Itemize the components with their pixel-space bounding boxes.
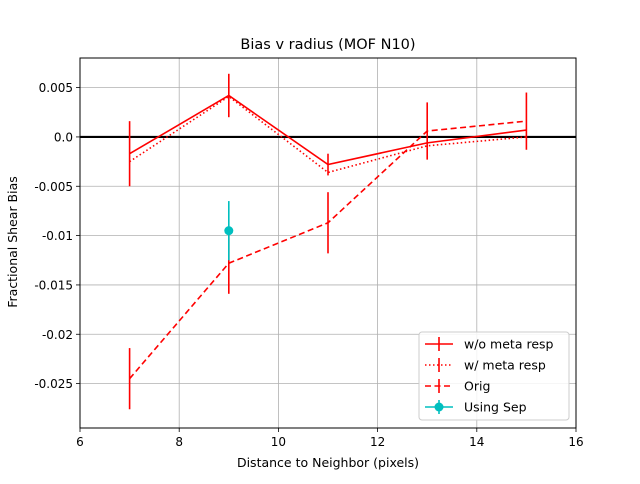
y-tick-label: -0.005 [34, 180, 73, 194]
legend-entry: w/o meta resp [425, 337, 554, 352]
plot-area-frame [79, 57, 577, 429]
axis-ticks: 6 8 10 12 14 16 0.005 0.0 -0.005 -0.01 -0.015 -0.02… [34, 81, 583, 449]
y-tick-label: 0.0 [54, 130, 73, 144]
legend-box [418, 331, 570, 421]
legend-entry: w/ meta resp [425, 358, 546, 373]
series-layer [128, 73, 528, 410]
y-tick-label: -0.01 [42, 229, 73, 243]
x-tick-label: 16 [568, 435, 583, 449]
data-point [224, 226, 234, 236]
y-tick-label: -0.02 [42, 328, 73, 342]
y-tick-label: 0.005 [39, 81, 73, 95]
legend-label: Using Sep [464, 400, 527, 415]
series-w-o-meta-resp [128, 73, 527, 187]
legend-marker-swatch [434, 402, 444, 412]
x-tick-label: 14 [469, 435, 484, 449]
legend-label: Orig [464, 379, 490, 394]
x-tick-label: 6 [76, 435, 84, 449]
x-tick-label: 12 [370, 435, 385, 449]
legend-label: w/o meta resp [464, 337, 554, 352]
series-orig [128, 92, 528, 410]
x-axis-label: Distance to Neighbor (pixels) [237, 455, 419, 470]
legend-entry: Orig [425, 379, 490, 394]
x-tick-label: 8 [175, 435, 183, 449]
series-using-sep [224, 201, 234, 261]
chart-title: Bias v radius (MOF N10) [240, 37, 415, 53]
y-tick-label: -0.025 [34, 377, 73, 391]
y-axis-label: Fractional Shear Bias [5, 176, 20, 308]
legend: w/o meta resp w/ meta resp Orig Using Sep [418, 331, 570, 421]
x-tick-label: 10 [271, 435, 286, 449]
y-tick-label: -0.015 [34, 278, 73, 292]
legend-entry: Using Sep [425, 400, 527, 415]
legend-label: w/ meta resp [464, 358, 546, 373]
